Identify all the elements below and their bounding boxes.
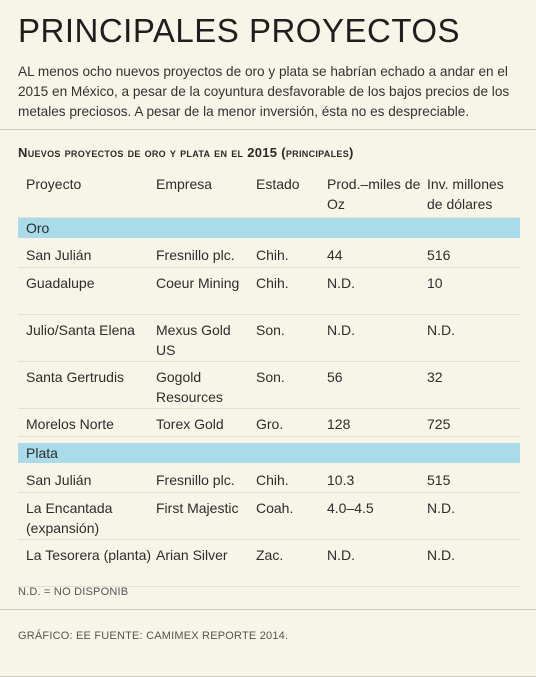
table-header-row: Proyecto Empresa Estado Prod.–miles de O… [18,169,520,218]
cell-empresa: Fresnillo plc. [156,247,235,263]
cell-proyecto: Morelos Norte [26,416,114,432]
footnote-nd: N.D. = NO DISPONIB [18,586,129,598]
cell-produccion: N.D. [327,322,355,338]
cell-produccion: N.D. [327,275,355,291]
cell-inversion: 32 [427,369,443,385]
table-title: Nuevos proyectos de oro y plata en el 20… [18,145,354,160]
table-row: La Encantada (expansión) First Majestic … [18,493,520,540]
cell-produccion: 128 [327,416,351,432]
cell-empresa: Mexus Gold US [156,322,231,358]
cell-empresa: Coeur Mining [156,275,240,291]
cell-estado: Son. [256,369,285,385]
table-row: San Julián Fresnillo plc. Chih. 44 516 [18,244,520,268]
divider-top [0,129,536,130]
cell-produccion: N.D. [327,547,355,563]
cell-proyecto: Julio/Santa Elena [26,322,135,338]
cell-produccion: 10.3 [327,472,355,488]
cell-proyecto: San Julián [26,247,92,263]
table-row: La Tesorera (planta) Arian Silver Zac. N… [18,540,520,587]
cell-empresa: Arian Silver [156,547,228,563]
cell-inversion: N.D. [427,500,455,516]
header-inversion: Inv. millones de dólares [427,176,504,212]
cell-estado: Son. [256,322,285,338]
cell-proyecto: Guadalupe [26,275,95,291]
page-title: PRINCIPALES PROYECTOS [18,12,461,49]
table-row: Guadalupe Coeur Mining Chih. N.D. 10 [18,268,520,315]
section-oro: Oro [18,218,520,238]
cell-inversion: 725 [427,416,451,432]
projects-table: Proyecto Empresa Estado Prod.–miles de O… [18,169,520,587]
cell-produccion: 56 [327,369,343,385]
cell-empresa: Fresnillo plc. [156,472,235,488]
header-proyecto: Proyecto [26,176,82,192]
cell-proyecto: La Tesorera (planta) [26,547,152,563]
cell-estado: Gro. [256,416,284,432]
cell-estado: Coah. [256,500,294,516]
cell-inversion: 515 [427,472,451,488]
cell-empresa: First Majestic [156,500,239,516]
header-empresa: Empresa [156,176,213,192]
cell-proyecto: Santa Gertrudis [26,369,125,385]
cell-estado: Chih. [256,275,289,291]
divider-bottom [0,609,536,610]
header-produccion: Prod.–miles de Oz [327,176,421,212]
cell-produccion: 44 [327,247,343,263]
cell-estado: Zac. [256,547,284,563]
cell-inversion: 516 [427,247,451,263]
table-row: San Julián Fresnillo plc. Chih. 10.3 515 [18,469,520,493]
cell-estado: Chih. [256,247,289,263]
intro-paragraph: AL menos ocho nuevos proyectos de oro y … [18,64,510,119]
source-credit: GRÁFICO: EE FUENTE: CAMIMEX REPORTE 2014… [18,630,289,642]
cell-inversion: 10 [427,275,443,291]
table-row: Santa Gertrudis Gogold Resources Son. 56… [18,362,520,409]
cell-empresa: Torex Gold [156,416,224,432]
cell-inversion: N.D. [427,547,455,563]
cell-empresa: Gogold Resources [156,369,223,405]
cell-proyecto: La Encantada (expansión) [26,500,113,536]
table-row: Morelos Norte Torex Gold Gro. 128 725 [18,409,520,437]
cell-produccion: 4.0–4.5 [327,500,374,516]
cell-estado: Chih. [256,472,289,488]
section-plata: Plata [18,443,520,463]
table-row: Julio/Santa Elena Mexus Gold US Son. N.D… [18,315,520,362]
cell-proyecto: San Julián [26,472,92,488]
cell-inversion: N.D. [427,322,455,338]
header-estado: Estado [256,176,300,192]
